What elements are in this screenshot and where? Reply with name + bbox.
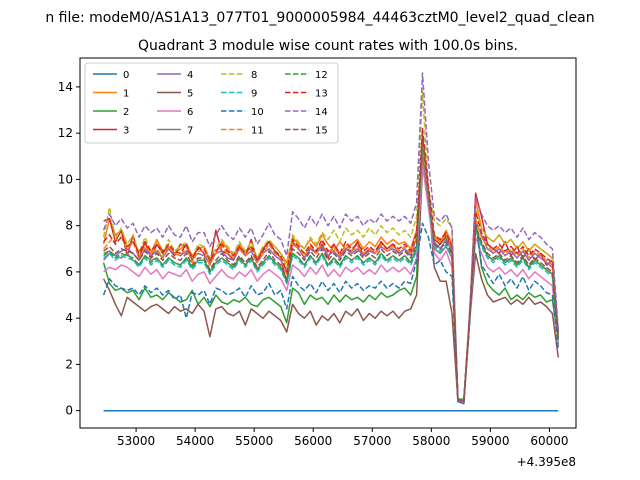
y-tick-label: 4 [65,311,73,325]
y-tick-label: 8 [65,219,73,233]
legend-box [84,62,339,144]
x-offset-label: +4.395e8 [517,455,576,469]
series-line-12 [103,134,560,403]
x-tick-label: 59000 [471,434,509,448]
series-line-10 [102,220,560,405]
series-line-15 [103,137,560,403]
chart-title: Quadrant 3 module wise count rates with … [138,38,518,54]
legend-label-10: 10 [251,107,264,118]
legend-label-5: 5 [187,89,193,100]
series-line-13 [103,127,560,403]
x-tick-label: 53000 [117,434,155,448]
legend-label-2: 2 [123,107,129,118]
legend-label-4: 4 [187,70,193,81]
legend-label-7: 7 [187,126,193,137]
series-line-14 [102,72,560,403]
figure-suptitle: n file: modeM0/AS1A13_077T01_9000005984_… [45,10,594,26]
legend-label-8: 8 [251,70,257,81]
series-line-8 [102,90,560,403]
series-line-2 [102,137,560,400]
x-axis: 53000 54000 55000 56000 57000 58000 59000 60000 [117,428,569,448]
y-tick-label: 6 [65,265,73,279]
legend-label-6: 6 [187,107,193,118]
x-tick-label: 55000 [235,434,273,448]
legend-label-15: 15 [315,126,328,137]
series-line-6 [103,164,560,403]
axes-frame [79,57,577,429]
y-axis: 0 2 4 6 8 10 12 14 [58,80,80,418]
legend-label-1: 1 [123,89,129,100]
series-line-11 [103,141,560,403]
x-tick-label: 60000 [530,434,568,448]
series-lines [102,72,560,412]
legend-label-3: 3 [123,126,129,137]
y-tick-label: 2 [65,357,73,371]
legend-label-13: 13 [315,89,328,100]
x-tick-label: 57000 [353,434,391,448]
x-tick-label: 58000 [412,434,450,448]
series-line-9 [103,132,560,403]
legend-label-11: 11 [251,126,264,137]
x-tick-label: 54000 [176,434,214,448]
y-tick-label: 12 [58,126,73,140]
y-tick-label: 10 [58,172,73,186]
legend-label-12: 12 [315,70,328,81]
series-line-5 [102,167,560,405]
y-tick-label: 14 [58,80,73,94]
legend-label-14: 14 [315,107,328,118]
y-tick-label: 0 [65,404,73,418]
legend-label-0: 0 [123,70,129,81]
legend-label-9: 9 [251,89,257,100]
x-tick-label: 56000 [294,434,332,448]
